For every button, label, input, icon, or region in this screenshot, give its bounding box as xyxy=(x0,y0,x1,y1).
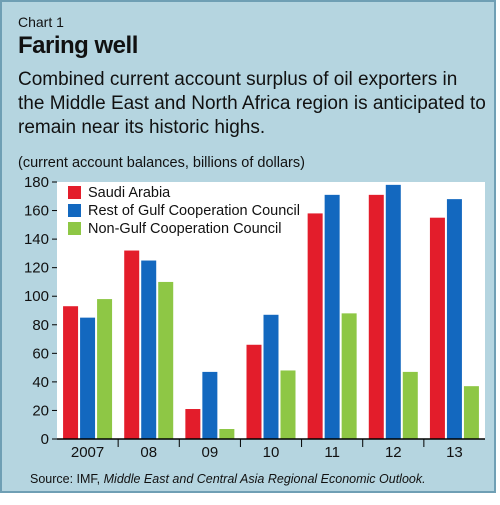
units-label: (current account balances, billions of d… xyxy=(18,155,305,171)
legend-swatch xyxy=(68,186,81,199)
bar xyxy=(429,217,445,439)
y-tick-label: 160 xyxy=(24,203,49,220)
legend-label: Rest of Gulf Cooperation Council xyxy=(88,203,300,219)
y-axis: 0 20 40 60 80 100 120 140 160 180 xyxy=(24,174,57,448)
x-tick-label: 08 xyxy=(140,444,157,461)
legend: Saudi Arabia Rest of Gulf Cooperation Cou… xyxy=(68,185,300,237)
x-tick-label: 2007 xyxy=(71,444,104,461)
x-tick-label: 13 xyxy=(446,444,463,461)
bar xyxy=(63,306,79,439)
legend-label: Saudi Arabia xyxy=(88,185,171,201)
bar xyxy=(246,344,262,439)
bar xyxy=(402,371,418,439)
bar xyxy=(341,313,357,439)
source-note: Source: IMF, Middle East and Central Asi… xyxy=(30,472,426,486)
bar xyxy=(185,409,201,439)
y-tick-label: 180 xyxy=(24,174,49,191)
bar xyxy=(385,184,401,439)
chart-title: Faring well xyxy=(18,32,138,59)
bar xyxy=(80,317,96,439)
y-tick-label: 60 xyxy=(32,345,49,362)
y-tick-label: 120 xyxy=(24,260,49,277)
bar xyxy=(307,213,323,439)
bar xyxy=(124,250,140,439)
bar xyxy=(202,371,218,439)
bar xyxy=(463,386,479,439)
y-tick-label: 40 xyxy=(32,374,49,391)
y-tick-label: 20 xyxy=(32,402,49,419)
x-axis: 2007 08 09 10 11 12 13 xyxy=(71,439,463,461)
bar xyxy=(141,260,157,439)
bar xyxy=(158,281,174,439)
legend-label: Non-Gulf Cooperation Council xyxy=(88,221,281,237)
y-tick-label: 140 xyxy=(24,231,49,248)
source-title: Middle East and Central Asia Regional Ec… xyxy=(103,472,426,486)
bar xyxy=(368,194,384,439)
bar xyxy=(219,429,235,439)
x-tick-label: 11 xyxy=(324,444,340,461)
y-tick-label: 0 xyxy=(41,431,49,448)
bar xyxy=(280,370,296,439)
y-tick-label: 80 xyxy=(32,317,49,334)
chart-kicker: Chart 1 xyxy=(18,14,64,30)
y-tick-label: 100 xyxy=(24,288,49,305)
bar xyxy=(97,299,113,439)
x-tick-label: 12 xyxy=(385,444,402,461)
legend-swatch xyxy=(68,222,81,235)
source-prefix: Source: IMF, xyxy=(30,472,104,486)
bar xyxy=(324,194,340,439)
x-tick-label: 10 xyxy=(263,444,280,461)
chart-subtitle: Combined current account surplus of oil … xyxy=(18,69,486,138)
legend-swatch xyxy=(68,204,81,217)
x-tick-label: 09 xyxy=(202,444,219,461)
bar xyxy=(446,199,462,439)
bars-group xyxy=(63,184,479,439)
bar xyxy=(263,314,279,439)
